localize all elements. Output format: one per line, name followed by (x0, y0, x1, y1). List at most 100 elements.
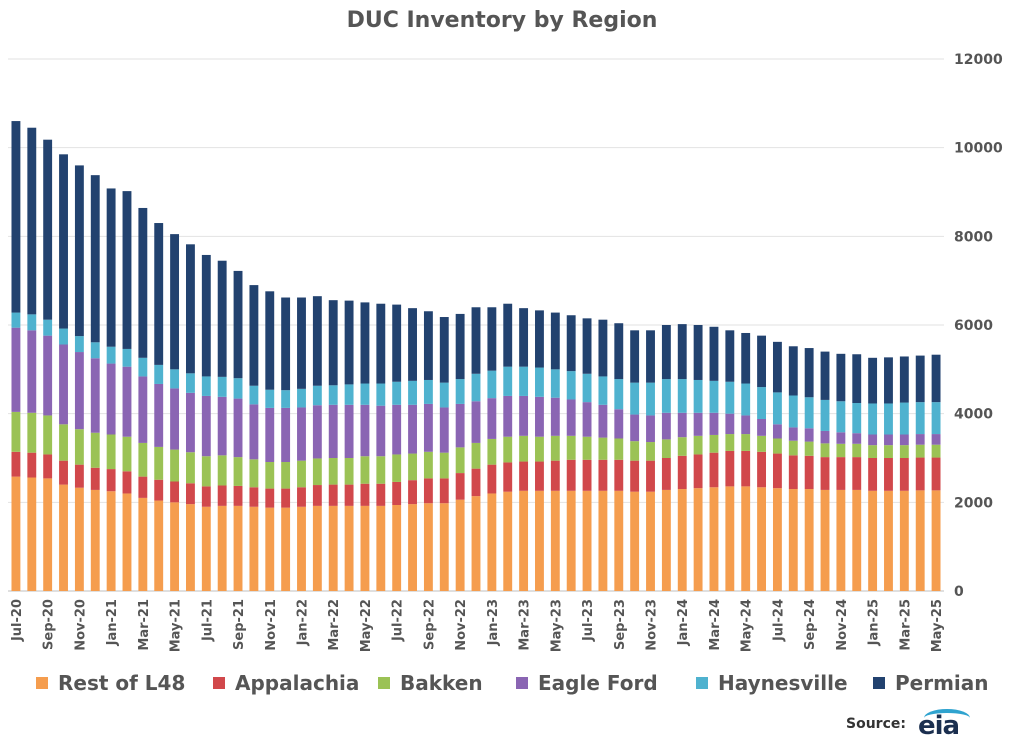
bar-segment (74, 487, 84, 591)
bar-segment (138, 207, 148, 358)
bar-segment (138, 476, 148, 498)
y-tick-label: 4000 (954, 407, 993, 423)
bar-segment (439, 317, 449, 383)
bar-segment (503, 491, 513, 591)
legend-swatch (36, 677, 48, 689)
bar-segment (122, 348, 132, 367)
bar-segment (439, 478, 449, 504)
bar-segment (868, 458, 878, 491)
bar-segment (328, 385, 338, 405)
bar-segment (281, 297, 291, 391)
bar-segment (59, 328, 68, 345)
bar-segment (233, 485, 243, 506)
legend-label: Eagle Ford (538, 671, 658, 695)
bar-segment (154, 383, 164, 447)
bar-segment (233, 457, 243, 486)
bar-segment (344, 458, 354, 485)
bar-segment (614, 438, 624, 460)
bar-segment (249, 506, 259, 591)
bar-segment (360, 505, 370, 591)
x-tick-label: May-21 (169, 599, 184, 652)
bar-segment (852, 443, 862, 458)
bar-segment (249, 459, 259, 488)
bar-stack (915, 355, 925, 591)
bar-segment (788, 395, 798, 428)
bar-segment (836, 401, 846, 433)
bar-stack (74, 165, 84, 591)
bar-segment (455, 473, 465, 500)
bar-segment (471, 442, 481, 469)
bar-stack (535, 310, 544, 591)
bar-stack (360, 302, 370, 591)
bar-segment (741, 383, 751, 416)
legend-item: Appalachia (213, 668, 359, 698)
bar-segment (59, 424, 68, 461)
bar-segment (423, 451, 433, 479)
bar-segment (376, 505, 386, 591)
bar-segment (360, 456, 370, 484)
x-tick-label: Jul-21 (200, 599, 215, 642)
bar-segment (90, 489, 100, 591)
bar-stack (312, 296, 322, 591)
bar-stack (11, 121, 21, 591)
bar-stack (281, 297, 291, 591)
bar-segment (899, 490, 909, 591)
bar-segment (661, 379, 671, 413)
bar-segment (582, 490, 592, 591)
bar-segment (884, 490, 893, 591)
bar-stack (820, 351, 830, 591)
bar-segment (519, 490, 529, 591)
bar-segment (471, 307, 481, 374)
bar-segment (27, 477, 37, 591)
bar-segment (360, 383, 370, 405)
bar-segment (550, 312, 560, 370)
bar-segment (106, 346, 116, 364)
bar-stack (408, 308, 417, 591)
x-tick-label: May-24 (740, 599, 755, 652)
bar-segment (661, 439, 671, 458)
bar-segment (709, 380, 719, 413)
bar-segment (106, 363, 116, 435)
bar-segment (772, 341, 782, 393)
bar-segment (265, 507, 275, 591)
bar-segment (693, 325, 703, 380)
bar-segment (170, 388, 180, 450)
bar-segment (11, 312, 21, 328)
bar-segment (661, 412, 671, 440)
bar-segment (11, 476, 21, 591)
bar-segment (899, 458, 909, 491)
bar-segment (677, 437, 687, 456)
bar-segment (646, 442, 655, 461)
legend-label: Permian (895, 671, 989, 695)
bar-segment (915, 444, 925, 458)
bar-segment (836, 432, 846, 444)
bar-segment (550, 490, 560, 591)
bar-segment (439, 407, 449, 453)
bar-stack (646, 330, 655, 591)
bar-segment (217, 455, 227, 486)
x-tick-label: Mar-23 (518, 599, 533, 651)
bar-segment (788, 455, 798, 490)
bar-segment (788, 346, 798, 396)
bar-segment (233, 270, 243, 379)
legend-label: Rest of L48 (58, 671, 186, 695)
bar-segment (138, 357, 148, 377)
bar-segment (471, 373, 481, 402)
y-tick-label: 8000 (954, 229, 993, 245)
bar-segment (614, 379, 624, 410)
bar-segment (43, 139, 53, 320)
bar-segment (392, 381, 402, 405)
bar-stack (154, 223, 164, 591)
bar-segment (852, 354, 862, 404)
bar-segment (90, 467, 100, 490)
bar-segment (566, 490, 576, 591)
bar-segment (439, 382, 449, 408)
legend-label: Bakken (400, 671, 483, 695)
bar-segment (741, 332, 751, 384)
bar-segment (535, 461, 544, 491)
bar-segment (804, 348, 814, 398)
bar-segment (74, 165, 84, 337)
bar-segment (582, 436, 592, 460)
bar-segment (630, 414, 640, 442)
bar-segment (408, 480, 417, 505)
